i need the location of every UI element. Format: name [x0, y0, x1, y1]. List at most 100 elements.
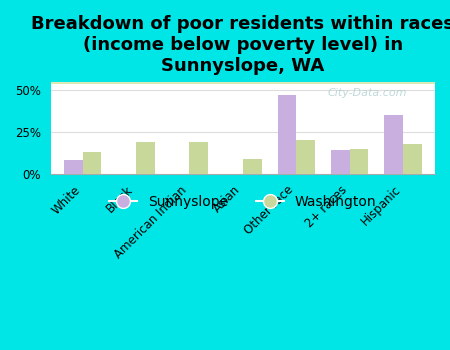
Bar [51, 82, 435, 83]
Bar [51, 82, 435, 83]
Bar [51, 82, 435, 83]
Bar [51, 82, 435, 83]
Bar [51, 82, 435, 83]
Bar [136, 142, 155, 174]
Bar [51, 82, 435, 83]
Bar [51, 82, 435, 83]
Bar [51, 82, 435, 83]
Bar [51, 83, 435, 84]
Bar [51, 82, 435, 83]
Bar [51, 82, 435, 83]
Bar [51, 83, 435, 84]
Bar [51, 82, 435, 83]
Bar [51, 82, 435, 83]
Bar [384, 115, 403, 174]
Bar [51, 82, 435, 83]
Bar [51, 82, 435, 83]
Bar [51, 82, 435, 83]
Bar [51, 82, 435, 83]
Bar [51, 82, 435, 83]
Bar [51, 82, 435, 83]
Bar [51, 82, 435, 83]
Legend: Sunnyslope, Washington: Sunnyslope, Washington [104, 190, 382, 215]
Bar [51, 82, 435, 83]
Bar [51, 82, 435, 83]
Bar [51, 82, 435, 83]
Bar [51, 82, 435, 83]
Bar [51, 82, 435, 83]
Bar [51, 82, 435, 83]
Bar [51, 82, 435, 83]
Bar [51, 82, 435, 83]
Bar [51, 82, 435, 83]
Bar [51, 82, 435, 83]
Bar [51, 82, 435, 83]
Bar [51, 82, 435, 83]
Bar [51, 82, 435, 83]
Bar [51, 82, 435, 83]
Bar [51, 82, 435, 83]
Bar [51, 83, 435, 84]
Bar [51, 82, 435, 83]
Bar [51, 82, 435, 83]
Bar [51, 82, 435, 83]
Bar [51, 83, 435, 84]
Bar [51, 82, 435, 83]
Bar [51, 82, 435, 83]
Bar [51, 82, 435, 83]
Bar [51, 83, 435, 84]
Bar [278, 95, 296, 174]
Bar [51, 82, 435, 83]
Bar [51, 82, 435, 83]
Bar [51, 82, 435, 83]
Bar [51, 82, 435, 83]
Bar [83, 152, 101, 174]
Bar [51, 82, 435, 83]
Bar [51, 82, 435, 83]
Bar [51, 82, 435, 83]
Bar [51, 82, 435, 83]
Bar [51, 82, 435, 83]
Bar [51, 82, 435, 83]
Bar [51, 82, 435, 83]
Bar [51, 82, 435, 83]
Bar [51, 82, 435, 83]
Bar [51, 82, 435, 83]
Bar [51, 82, 435, 83]
Bar [51, 82, 435, 83]
Bar [51, 82, 435, 83]
Bar [51, 82, 435, 83]
Bar [51, 82, 435, 83]
Bar [51, 82, 435, 83]
Bar [51, 83, 435, 84]
Bar [51, 82, 435, 83]
Bar [51, 82, 435, 83]
Bar [403, 144, 422, 174]
Bar [51, 82, 435, 83]
Bar [51, 82, 435, 83]
Bar [296, 140, 315, 174]
Bar [189, 142, 208, 174]
Bar [350, 149, 368, 174]
Bar [331, 150, 350, 174]
Bar [51, 82, 435, 83]
Bar [51, 82, 435, 83]
Bar [51, 82, 435, 83]
Bar [51, 82, 435, 83]
Bar [51, 82, 435, 83]
Bar [243, 159, 261, 174]
Bar [51, 82, 435, 83]
Bar [51, 82, 435, 83]
Bar [51, 83, 435, 84]
Bar [51, 82, 435, 83]
Title: Breakdown of poor residents within races
(income below poverty level) in
Sunnysl: Breakdown of poor residents within races… [32, 15, 450, 75]
Bar [51, 82, 435, 83]
Bar [51, 82, 435, 83]
Bar [51, 82, 435, 83]
Bar [51, 82, 435, 83]
Bar [51, 82, 435, 83]
Bar [51, 82, 435, 83]
Text: City-Data.com: City-Data.com [328, 88, 407, 98]
Bar [64, 160, 83, 174]
Bar [51, 83, 435, 84]
